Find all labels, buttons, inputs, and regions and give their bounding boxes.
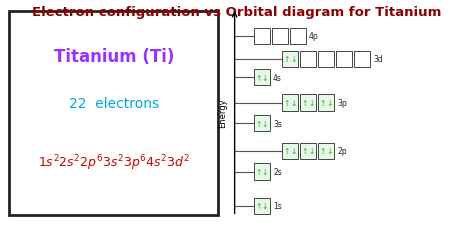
- Text: 1s: 1s: [273, 202, 282, 211]
- Bar: [272, 28, 288, 45]
- Text: ↑: ↑: [255, 73, 262, 82]
- Text: 22  electrons: 22 electrons: [69, 96, 159, 110]
- Text: ↑: ↑: [301, 147, 308, 156]
- Bar: [318, 51, 334, 68]
- Text: ↓: ↓: [262, 167, 268, 176]
- Bar: [254, 164, 270, 180]
- Text: $1s^22s^22p^63s^23p^64s^23d^2$: $1s^22s^22p^63s^23p^64s^23d^2$: [38, 153, 190, 172]
- Bar: [300, 143, 316, 159]
- Bar: [290, 28, 306, 45]
- Text: ↑: ↑: [255, 202, 262, 211]
- Text: ↓: ↓: [262, 119, 268, 128]
- Bar: [318, 143, 334, 159]
- Text: ↓: ↓: [290, 55, 297, 64]
- Text: Energy: Energy: [219, 98, 227, 128]
- Text: ↑: ↑: [283, 55, 290, 64]
- Text: ↑: ↑: [319, 98, 326, 108]
- Text: 3p: 3p: [337, 98, 347, 108]
- Bar: [300, 51, 316, 68]
- Text: ↑: ↑: [319, 147, 326, 156]
- Bar: [282, 51, 298, 68]
- Text: ↑: ↑: [301, 98, 308, 108]
- Text: ↓: ↓: [308, 98, 315, 108]
- Bar: [336, 51, 352, 68]
- Bar: [300, 95, 316, 111]
- Bar: [282, 143, 298, 159]
- Bar: [318, 95, 334, 111]
- Text: ↓: ↓: [326, 98, 333, 108]
- Text: ↑: ↑: [255, 119, 262, 128]
- Text: ↑: ↑: [283, 98, 290, 108]
- Bar: [282, 95, 298, 111]
- Bar: [254, 115, 270, 132]
- Text: 2s: 2s: [273, 167, 282, 176]
- Text: 2p: 2p: [337, 147, 347, 156]
- Text: Titanium (Ti): Titanium (Ti): [54, 47, 174, 65]
- Text: 3d: 3d: [374, 55, 383, 64]
- Text: 4p: 4p: [309, 32, 319, 41]
- Bar: [254, 198, 270, 214]
- Text: ↑: ↑: [255, 167, 262, 176]
- Text: 3s: 3s: [273, 119, 282, 128]
- Text: ↓: ↓: [262, 73, 268, 82]
- Text: ↓: ↓: [308, 147, 315, 156]
- Text: 4s: 4s: [273, 73, 282, 82]
- Text: ↓: ↓: [262, 202, 268, 211]
- Bar: [354, 51, 370, 68]
- Text: Electron configuration vs Orbital diagram for Titanium: Electron configuration vs Orbital diagra…: [32, 6, 442, 19]
- Text: ↑: ↑: [283, 147, 290, 156]
- Text: ↓: ↓: [290, 98, 297, 108]
- Bar: [254, 70, 270, 86]
- Text: ↓: ↓: [326, 147, 333, 156]
- Bar: [254, 28, 270, 45]
- Bar: [9, 11, 218, 215]
- Text: ↓: ↓: [290, 147, 297, 156]
